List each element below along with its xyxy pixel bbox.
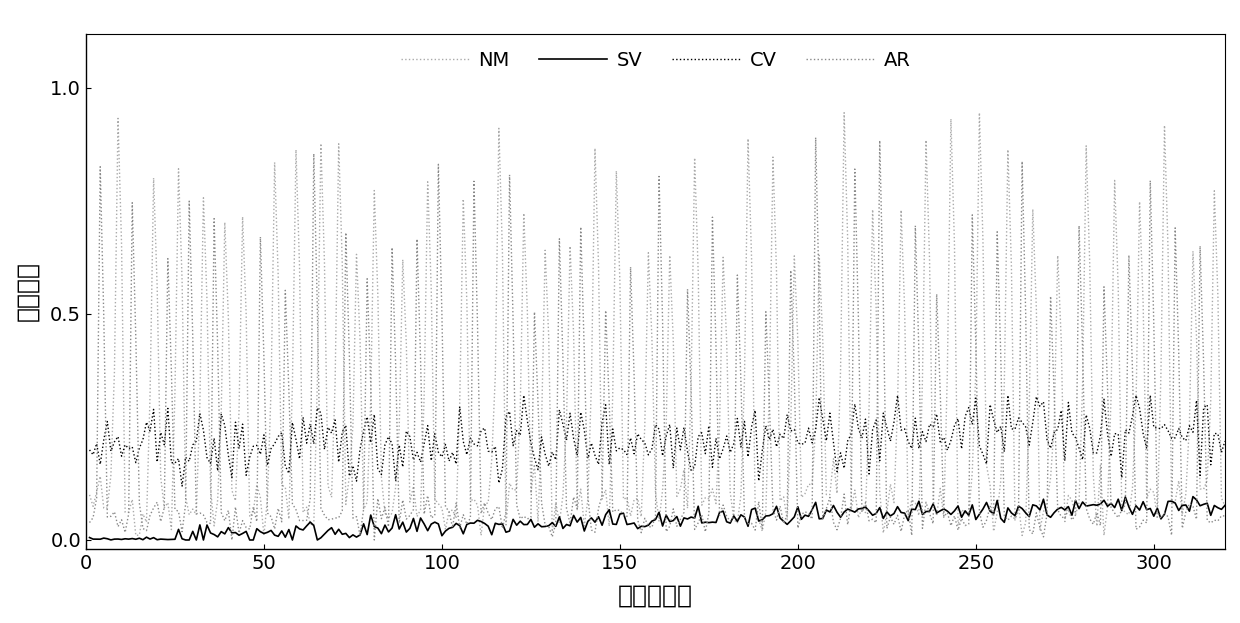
SV <box>673 523 688 530</box>
SV <box>82 534 97 541</box>
NM <box>837 109 852 117</box>
SV <box>1185 493 1200 500</box>
CV <box>1218 437 1233 445</box>
SV <box>1018 509 1033 516</box>
Line: AR: AR <box>89 138 1225 540</box>
SV <box>900 517 915 525</box>
AR <box>673 516 688 523</box>
NM <box>904 496 919 503</box>
CV <box>1086 449 1101 457</box>
Line: SV: SV <box>89 497 1225 540</box>
SV <box>1218 502 1233 509</box>
AR <box>249 518 264 525</box>
AR <box>808 134 823 141</box>
SV <box>179 536 193 544</box>
AR <box>1218 512 1233 520</box>
NM <box>82 491 97 498</box>
CV <box>516 392 531 399</box>
SV <box>887 510 901 517</box>
AR <box>1022 526 1037 533</box>
AR <box>82 519 97 526</box>
CV <box>249 442 264 449</box>
CV <box>904 445 919 452</box>
Line: CV: CV <box>89 396 1225 486</box>
AR <box>904 531 919 539</box>
NM <box>1218 502 1233 510</box>
SV <box>1083 502 1097 509</box>
CV <box>1022 442 1037 449</box>
CV <box>175 482 190 490</box>
NM <box>673 485 688 493</box>
NM <box>1022 404 1037 411</box>
AR <box>224 536 239 544</box>
Legend: NM, SV, CV, AR: NM, SV, CV, AR <box>393 44 918 78</box>
AR <box>1086 520 1101 528</box>
CV <box>677 424 692 431</box>
Y-axis label: 泛化误差: 泛化误差 <box>15 262 38 321</box>
SV <box>249 525 264 533</box>
X-axis label: 分类器序号: 分类器序号 <box>618 584 693 608</box>
NM <box>249 481 264 488</box>
Line: NM: NM <box>89 113 1225 535</box>
NM <box>1086 472 1101 479</box>
CV <box>82 446 97 454</box>
CV <box>890 392 905 399</box>
NM <box>890 404 905 412</box>
NM <box>129 531 144 539</box>
AR <box>890 511 905 519</box>
